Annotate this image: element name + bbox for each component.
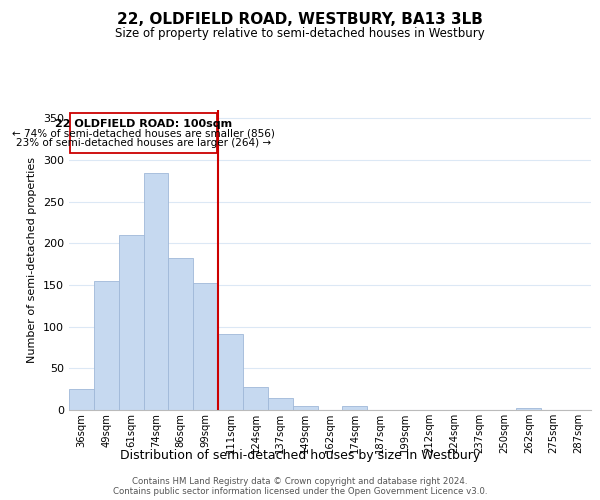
Bar [69,389,94,410]
Bar [218,334,243,410]
Bar [169,258,193,410]
Text: Size of property relative to semi-detached houses in Westbury: Size of property relative to semi-detach… [115,28,485,40]
Bar [268,398,293,410]
Bar [143,172,169,410]
Text: 22 OLDFIELD ROAD: 100sqm: 22 OLDFIELD ROAD: 100sqm [55,119,232,129]
Bar [243,386,268,410]
Text: ← 74% of semi-detached houses are smaller (856): ← 74% of semi-detached houses are smalle… [12,128,275,138]
Bar [343,406,367,410]
Text: 22, OLDFIELD ROAD, WESTBURY, BA13 3LB: 22, OLDFIELD ROAD, WESTBURY, BA13 3LB [117,12,483,28]
Bar [193,284,218,410]
Bar [293,406,317,410]
FancyBboxPatch shape [70,112,217,154]
Text: Distribution of semi-detached houses by size in Westbury: Distribution of semi-detached houses by … [120,448,480,462]
Bar [94,281,119,410]
Text: Contains HM Land Registry data © Crown copyright and database right 2024.: Contains HM Land Registry data © Crown c… [132,476,468,486]
Bar [119,235,143,410]
Bar [517,408,541,410]
Text: Contains public sector information licensed under the Open Government Licence v3: Contains public sector information licen… [113,486,487,496]
Y-axis label: Number of semi-detached properties: Number of semi-detached properties [28,157,37,363]
Text: 23% of semi-detached houses are larger (264) →: 23% of semi-detached houses are larger (… [16,138,271,147]
